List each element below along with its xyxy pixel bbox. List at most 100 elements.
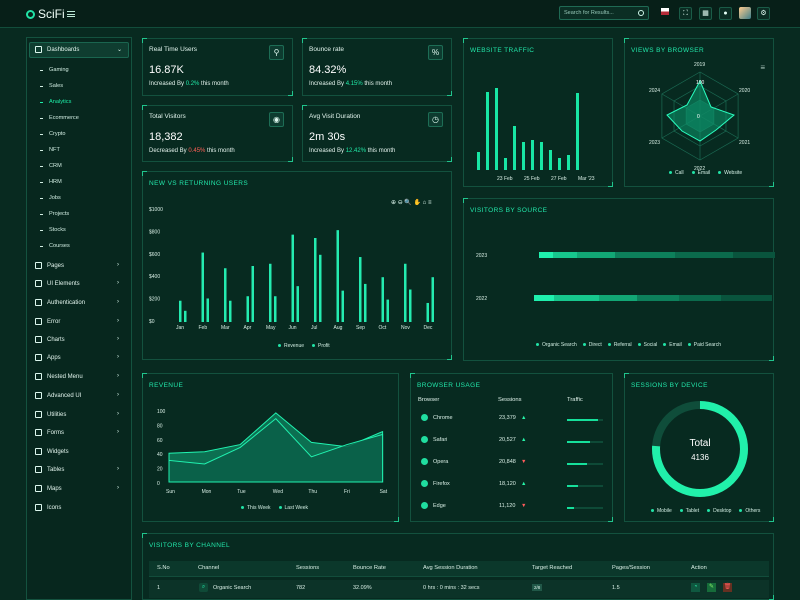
trend-up-icon: ▲ <box>521 415 527 421</box>
top-navigation: SciFi Search for Results... ⛶ ▦ ● ⚙ <box>0 0 800 28</box>
kpi-note: Increased By 12.42% this month <box>309 148 396 154</box>
sidebar-item-auth[interactable]: Authentication <box>35 299 85 306</box>
browser-name: Opera <box>433 459 449 465</box>
bar <box>513 126 516 170</box>
sidebar-item-maps[interactable]: Maps <box>35 485 62 492</box>
panel-title: NEW VS RETURNING USERS <box>149 180 249 187</box>
more-icon[interactable]: ≡ <box>760 63 765 72</box>
new-vs-returning-chart: $1000 $800 $600 $400 $200 $0 Jan Feb Mar Apr May Ju… <box>149 207 434 331</box>
chart-toolbar[interactable]: ⊕ ⊖ 🔍 ✋ ⌂ ≡ <box>391 200 432 206</box>
bar <box>431 277 434 322</box>
app-logo[interactable]: SciFi <box>26 7 65 21</box>
bar <box>381 277 384 322</box>
chart-legend: Revenue Profit <box>278 343 330 349</box>
sidebar-item-charts[interactable]: Charts <box>35 336 65 343</box>
traffic-bar <box>567 507 603 509</box>
revenue-panel: REVENUE 100 80 60 40 20 0 Sun Mon Tue Wed Thu Fri Sa… <box>142 373 399 522</box>
traffic-bar <box>567 441 603 443</box>
sidebar-subitem[interactable]: NFT <box>40 147 60 153</box>
sidebar-item-dashboards[interactable]: Dashboards <box>35 46 79 53</box>
bar <box>404 263 407 322</box>
sidebar-item-forms[interactable]: Forms <box>35 429 64 436</box>
x-tick-label: Mar '23 <box>578 176 595 182</box>
website-traffic-panel: WEBSITE TRAFFIC 23 Feb 25 Feb 27 Feb Mar '2… <box>463 38 613 187</box>
bar <box>359 257 362 322</box>
sessions-by-device-chart <box>652 401 748 497</box>
search-input[interactable]: Search for Results... <box>559 6 649 20</box>
sidebar-subitem[interactable]: Stocks <box>40 227 66 233</box>
notifications-icon[interactable]: ● <box>719 7 732 20</box>
radar-axis-label: 2023 <box>649 140 660 146</box>
chevron-right-icon: › <box>117 485 119 491</box>
widget-icon <box>35 448 42 455</box>
kpi-label: Bounce rate <box>309 46 345 53</box>
sidebar-active-item[interactable] <box>29 42 129 58</box>
chart-legend: Call Email Website <box>669 170 742 176</box>
sidebar-item-pages[interactable]: Pages <box>35 262 64 269</box>
sidebar-subitem[interactable]: Gaming <box>40 67 69 73</box>
sidebar-item-nested[interactable]: Nested Menu <box>35 373 83 380</box>
fullscreen-icon[interactable]: ⛶ <box>679 7 692 20</box>
language-flag-icon[interactable] <box>661 8 669 15</box>
bar <box>251 266 254 322</box>
sidebar-subitem[interactable]: Crypto <box>40 131 65 137</box>
radar-axis-label: 2022 <box>694 166 705 172</box>
area-series <box>168 417 384 483</box>
radar-axis-label: 2021 <box>739 140 750 146</box>
panel-title: WEBSITE TRAFFIC <box>470 47 535 54</box>
apps-icon[interactable]: ▦ <box>699 7 712 20</box>
kpi-label: Total Visitors <box>149 113 186 120</box>
sidebar-subitem[interactable]: Ecommerce <box>40 115 79 121</box>
kpi-card: Total Visitors 18,382 Decreased By 0.45% … <box>142 105 293 162</box>
sidebar-item-advanced[interactable]: Advanced UI <box>35 392 81 399</box>
x-tick-label: Sun <box>166 489 175 495</box>
chevron-right-icon: › <box>117 336 119 342</box>
sidebar-item-ui[interactable]: UI Elements <box>35 280 80 287</box>
bar <box>336 230 339 322</box>
delete-icon[interactable]: 🗑 <box>723 583 732 592</box>
sidebar-item-utilities[interactable]: Utilities <box>35 411 66 418</box>
view-icon[interactable]: ◔ <box>691 583 700 592</box>
sidebar-item-tables[interactable]: Tables <box>35 466 64 473</box>
settings-icon[interactable]: ⚙ <box>757 7 770 20</box>
bar <box>319 254 322 322</box>
x-tick-label: Jun <box>289 325 297 331</box>
sidebar-subitem[interactable]: Sales <box>40 83 63 89</box>
x-tick-label: Jan <box>176 325 184 331</box>
sidebar-item-error[interactable]: Error <box>35 318 60 325</box>
sidebar-item-apps[interactable]: Apps <box>35 354 61 361</box>
bar <box>206 298 209 322</box>
stacked-bar-segment <box>721 295 772 301</box>
edit-icon[interactable]: ✎ <box>707 583 716 592</box>
browser-name: Chrome <box>433 415 453 421</box>
avatar[interactable] <box>739 7 751 19</box>
stacked-bar-segment <box>554 295 599 301</box>
bar <box>291 234 294 322</box>
tools-icon <box>35 411 42 418</box>
sidebar-subitem-active[interactable]: Analytics <box>40 99 71 105</box>
chart-icon <box>35 336 42 343</box>
chevron-right-icon: › <box>117 429 119 435</box>
new-vs-returning-panel: NEW VS RETURNING USERS ⊕ ⊖ 🔍 ✋ ⌂ ≡ $1000… <box>142 171 452 360</box>
sidebar-subitem[interactable]: HRM <box>40 179 62 185</box>
sidebar-subitem[interactable]: Projects <box>40 211 69 217</box>
browser-icon <box>421 480 428 487</box>
browser-sessions: 11,120 <box>499 503 516 509</box>
channel-table-row[interactable]: 1 ⌕ Organic Search 782 32.09% 0 hrs : 0 … <box>149 580 769 598</box>
x-tick-label: Jul <box>311 325 317 331</box>
chevron-right-icon: › <box>117 392 119 398</box>
sidebar-item-icons[interactable]: Icons <box>35 504 61 511</box>
sidebar: Dashboards ⌄ Gaming Sales Analytics Ecom… <box>26 37 132 600</box>
table-icon <box>35 466 42 473</box>
sidebar-subitem[interactable]: Jobs <box>40 195 61 201</box>
sidebar-item-widgets[interactable]: Widgets <box>35 448 69 455</box>
x-tick-label: Oct <box>379 325 387 331</box>
sidebar-subitem[interactable]: CRM <box>40 163 62 169</box>
bar <box>274 296 277 322</box>
stacked-bar-segment <box>577 252 615 258</box>
menu-toggle-icon[interactable] <box>67 11 75 17</box>
x-tick-label: Thu <box>308 489 317 495</box>
eye-icon: ◉ <box>269 112 284 127</box>
search-icon[interactable] <box>638 10 644 16</box>
sidebar-subitem[interactable]: Courses <box>40 243 70 249</box>
